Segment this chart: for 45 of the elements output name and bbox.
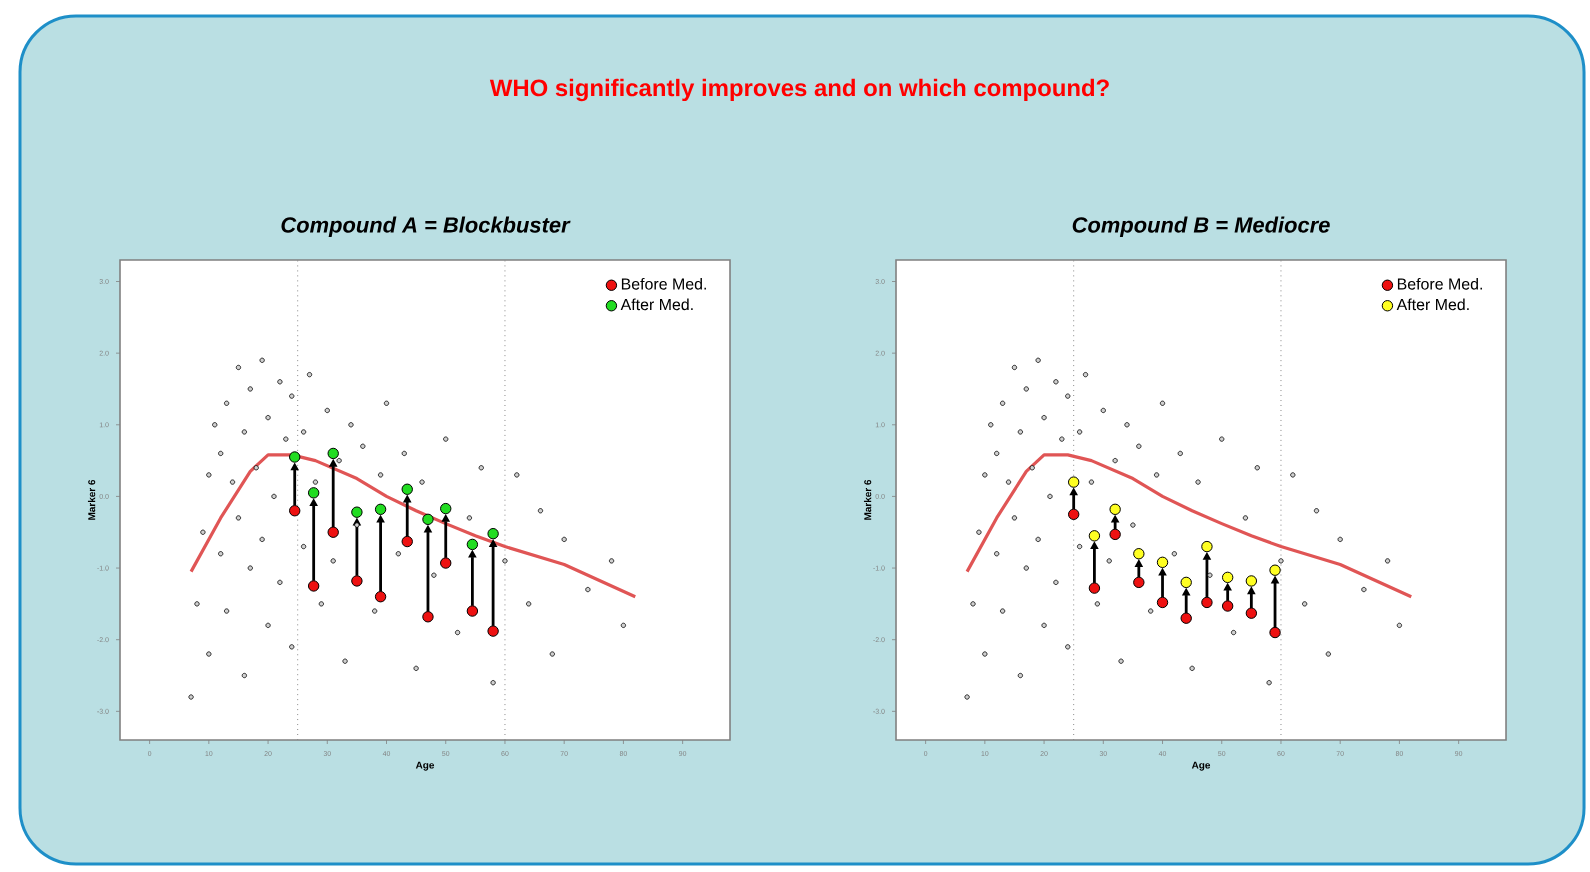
line-series [189, 453, 637, 599]
point [422, 513, 434, 526]
point [1133, 576, 1145, 589]
line-series [965, 453, 1413, 599]
point [1221, 600, 1234, 612]
point [1088, 582, 1101, 594]
point [307, 580, 320, 592]
point [1109, 503, 1121, 516]
point [440, 557, 452, 569]
point [289, 505, 301, 517]
point [374, 591, 387, 603]
point [1221, 571, 1234, 584]
chart-title: Compound B = Mediocre [1072, 216, 1330, 237]
point [1201, 540, 1213, 553]
point [1245, 575, 1258, 587]
point [487, 527, 499, 540]
point [327, 447, 339, 460]
point [1109, 528, 1121, 541]
point [487, 625, 499, 637]
point [307, 487, 320, 499]
point [1269, 626, 1281, 639]
point [374, 503, 387, 516]
point [1156, 556, 1169, 569]
point [1067, 476, 1080, 488]
point [351, 506, 363, 518]
point [1180, 576, 1192, 589]
point [1133, 548, 1145, 560]
chart-title: Compound A = Blockbuster [281, 216, 571, 237]
point [440, 502, 452, 515]
point [422, 611, 434, 623]
point [466, 605, 479, 617]
text: WHO significantly improves and on which compound? [489, 78, 1109, 102]
point [1156, 596, 1169, 609]
point [1201, 596, 1213, 609]
point [327, 526, 339, 538]
point [351, 575, 363, 587]
point [466, 538, 479, 551]
point [401, 483, 413, 495]
point [1245, 607, 1258, 619]
point [1180, 612, 1192, 624]
point [1269, 564, 1281, 576]
point [401, 535, 413, 548]
point [289, 451, 301, 463]
point [1088, 530, 1101, 542]
point [1067, 508, 1080, 521]
